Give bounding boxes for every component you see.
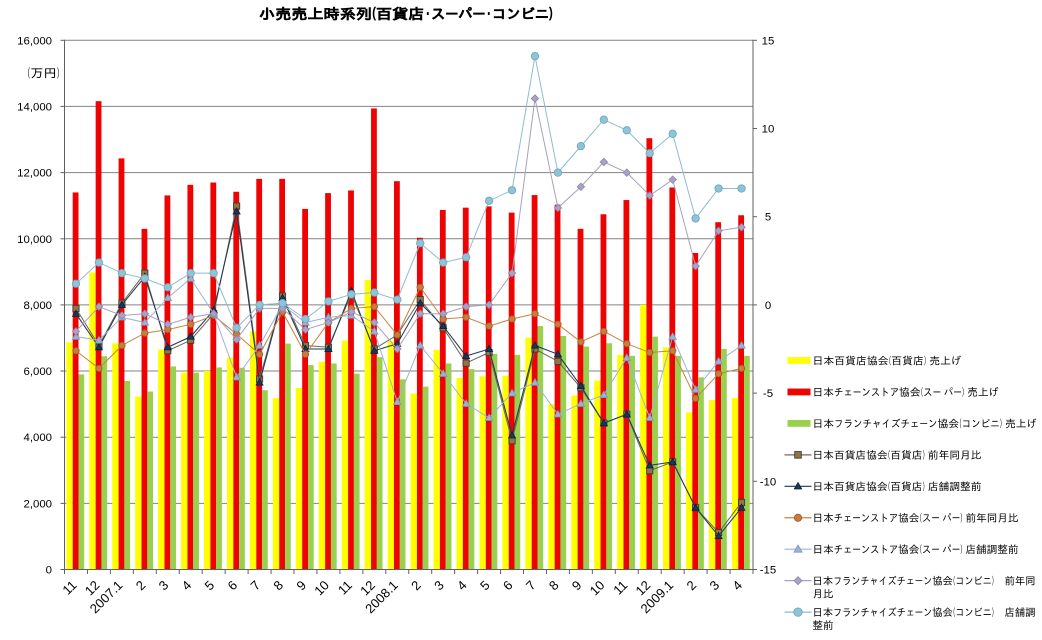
svg-text:5: 5 [765, 212, 771, 224]
svg-text:14,000: 14,000 [17, 101, 52, 113]
svg-text:12,000: 12,000 [17, 168, 52, 180]
svg-text:8,000: 8,000 [23, 300, 52, 312]
svg-text:0: 0 [765, 300, 771, 312]
svg-text:16,000: 16,000 [17, 35, 52, 47]
svg-text:4,000: 4,000 [23, 432, 52, 444]
svg-text:2,000: 2,000 [23, 498, 52, 510]
svg-text:6,000: 6,000 [23, 366, 52, 378]
svg-text:10,000: 10,000 [17, 234, 52, 246]
svg-text:10: 10 [762, 124, 775, 136]
svg-text:-15: -15 [760, 565, 776, 577]
svg-text:0: 0 [46, 565, 52, 577]
svg-text:-10: -10 [760, 476, 776, 488]
svg-text:15: 15 [762, 35, 775, 47]
svg-text:-5: -5 [763, 388, 773, 400]
